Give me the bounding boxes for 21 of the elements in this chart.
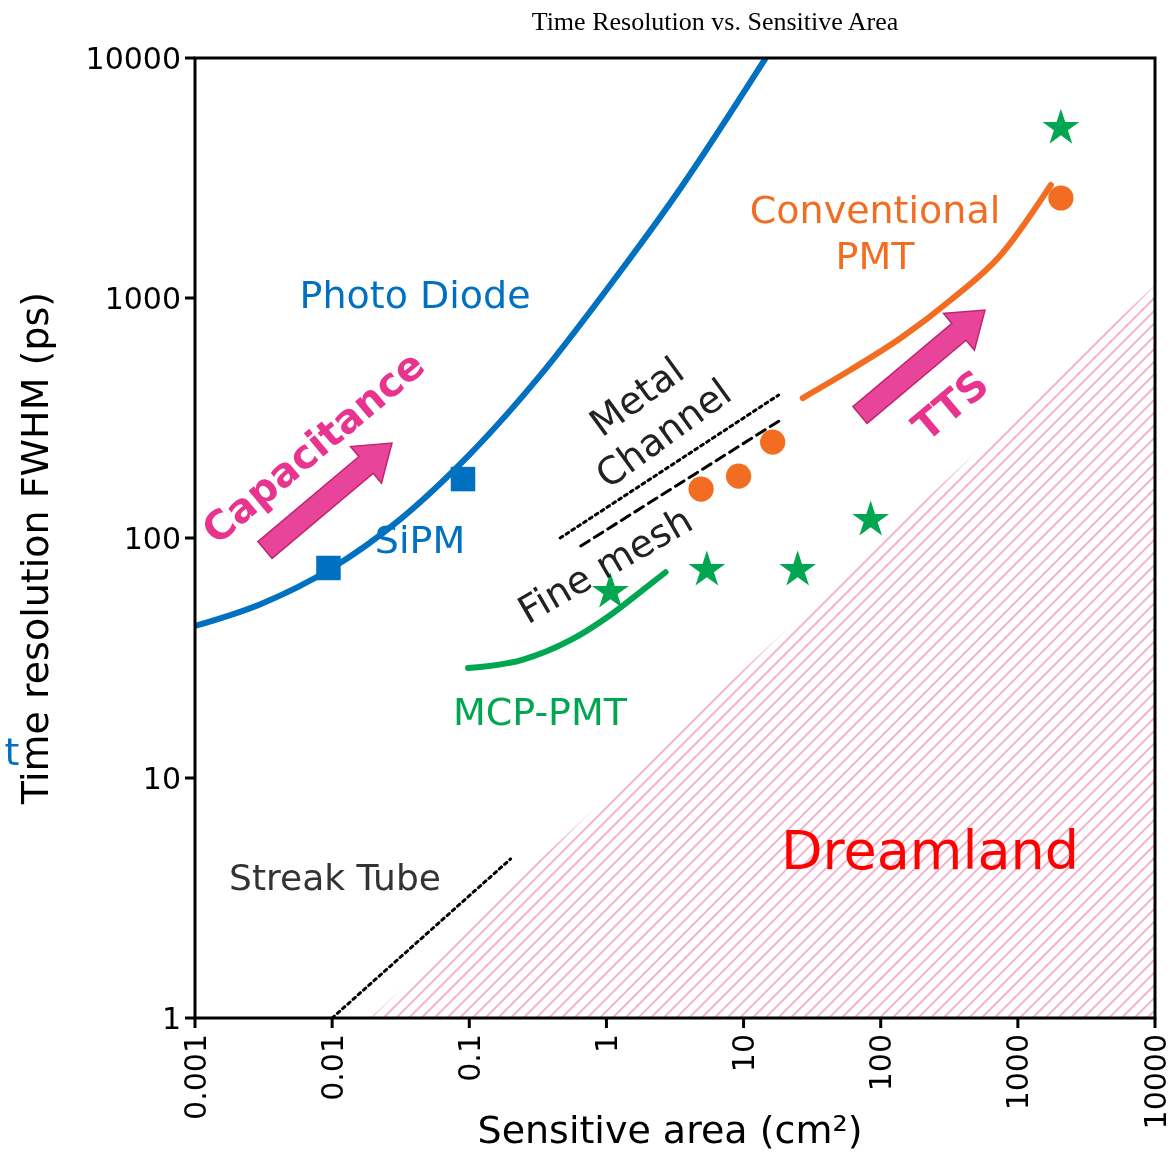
annotation: Conventional PMT [749,188,1001,278]
x-tick-label: 10000 [1137,1034,1171,1130]
y-tick-label: 10 [142,760,181,796]
x-tick-label: 1 [588,1034,624,1054]
y-tick-label: 1000 [104,280,181,316]
annotation: Dreamland [780,818,1080,882]
y-tick-label: 100 [123,520,181,556]
x-tick-label: 0.1 [451,1034,487,1082]
x-tick-label: 0.001 [177,1034,213,1120]
x-axis-title: Sensitive area (cm²) [477,1108,863,1152]
annotation: TTS [902,360,998,450]
x-tick-label: 1000 [1000,1034,1036,1111]
y-tick-label: 10000 [85,40,181,76]
x-tick-label: 100 [863,1034,899,1092]
chart-title: Time Resolution vs. Sensitive Area [531,7,899,36]
y-tick-label: 1 [161,1000,181,1036]
annotation: Streak Tube [229,856,441,898]
x-tick-label: 0.01 [314,1034,350,1101]
x-tick-label: 10 [726,1034,762,1073]
annotation: MCP-PMT [452,690,628,734]
annotation: Photo Diode [299,273,531,317]
